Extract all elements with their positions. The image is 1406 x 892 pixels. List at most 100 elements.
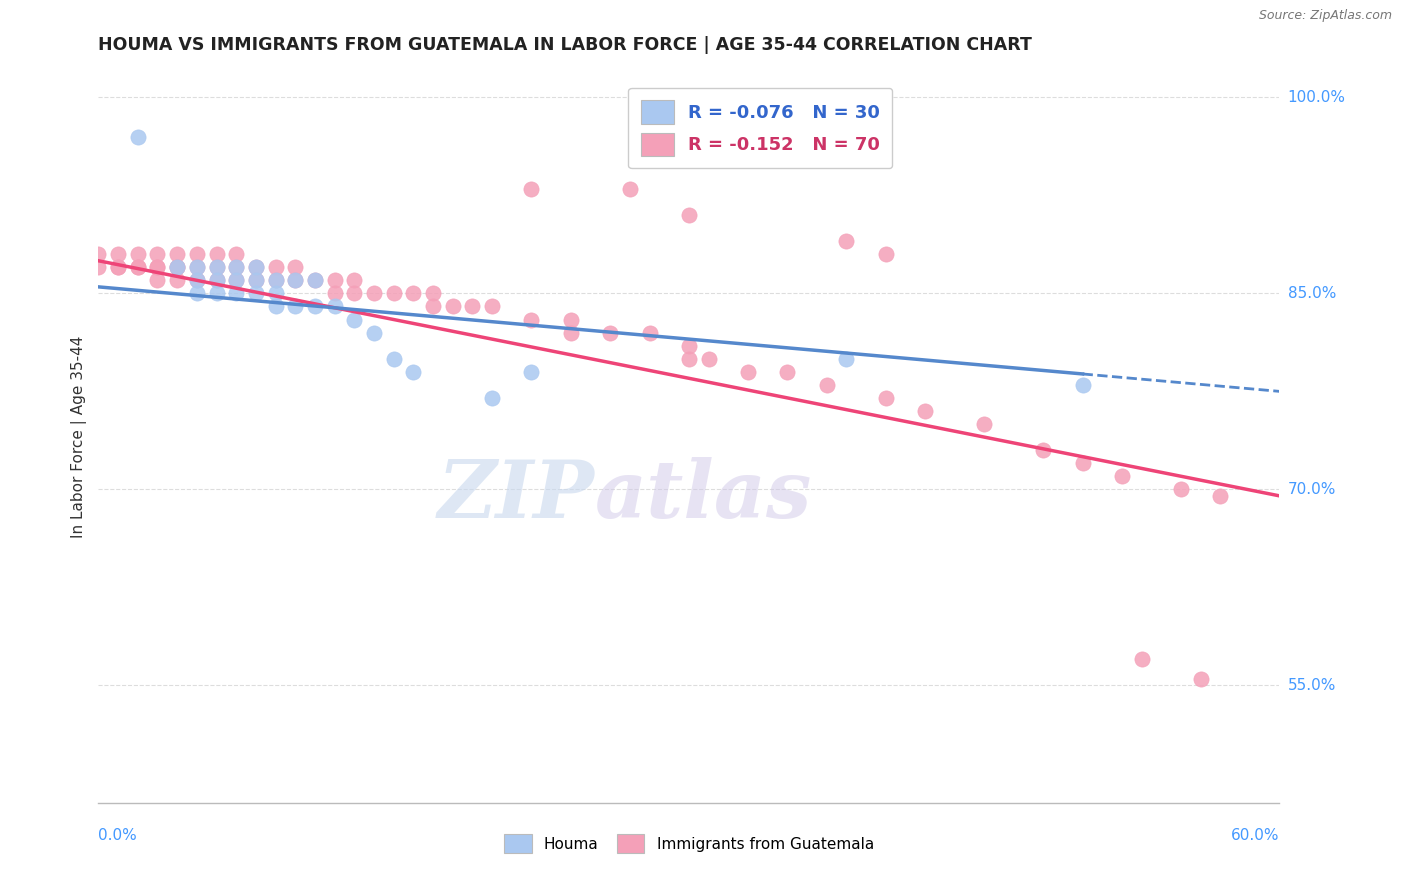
Legend: Houma, Immigrants from Guatemala: Houma, Immigrants from Guatemala <box>496 826 882 861</box>
Point <box>1170 483 1192 497</box>
Point <box>402 286 425 301</box>
Text: 60.0%: 60.0% <box>1232 828 1279 843</box>
Point <box>619 182 641 196</box>
Point <box>678 351 700 366</box>
Point <box>481 391 503 405</box>
Point <box>875 247 897 261</box>
Point <box>107 260 129 275</box>
Point <box>835 351 858 366</box>
Point <box>1071 456 1094 470</box>
Text: 0.0%: 0.0% <box>98 828 138 843</box>
Point <box>186 286 208 301</box>
Point <box>127 260 149 275</box>
Point <box>225 286 247 301</box>
Point <box>284 273 307 287</box>
Point <box>166 260 188 275</box>
Point <box>343 273 366 287</box>
Point <box>205 247 228 261</box>
Point <box>382 286 405 301</box>
Text: Source: ZipAtlas.com: Source: ZipAtlas.com <box>1258 9 1392 22</box>
Point <box>1189 672 1212 686</box>
Text: 100.0%: 100.0% <box>1288 90 1346 105</box>
Point <box>186 260 208 275</box>
Point <box>127 129 149 144</box>
Point <box>638 326 661 340</box>
Point <box>245 286 267 301</box>
Point <box>737 365 759 379</box>
Point <box>245 273 267 287</box>
Point <box>225 260 247 275</box>
Text: 55.0%: 55.0% <box>1288 678 1336 693</box>
Point <box>146 260 169 275</box>
Point <box>264 273 287 287</box>
Y-axis label: In Labor Force | Age 35-44: In Labor Force | Age 35-44 <box>72 336 87 538</box>
Point <box>107 260 129 275</box>
Point <box>264 260 287 275</box>
Point <box>166 260 188 275</box>
Text: 85.0%: 85.0% <box>1288 286 1336 301</box>
Point <box>284 260 307 275</box>
Point <box>107 247 129 261</box>
Text: 70.0%: 70.0% <box>1288 482 1336 497</box>
Point <box>520 182 543 196</box>
Point <box>560 326 582 340</box>
Point <box>304 300 326 314</box>
Point <box>146 273 169 287</box>
Point <box>441 300 464 314</box>
Point <box>363 286 385 301</box>
Point <box>186 273 208 287</box>
Point <box>166 260 188 275</box>
Point <box>1209 489 1232 503</box>
Point <box>520 365 543 379</box>
Point <box>264 286 287 301</box>
Point <box>186 273 208 287</box>
Point <box>914 404 936 418</box>
Point <box>146 260 169 275</box>
Point <box>304 273 326 287</box>
Point <box>461 300 484 314</box>
Point <box>127 260 149 275</box>
Point <box>225 273 247 287</box>
Point <box>520 312 543 326</box>
Point <box>1130 652 1153 666</box>
Point <box>835 234 858 248</box>
Text: ZIP: ZIP <box>437 457 595 534</box>
Point <box>678 208 700 222</box>
Text: HOUMA VS IMMIGRANTS FROM GUATEMALA IN LABOR FORCE | AGE 35-44 CORRELATION CHART: HOUMA VS IMMIGRANTS FROM GUATEMALA IN LA… <box>98 36 1032 54</box>
Point <box>146 247 169 261</box>
Point <box>815 377 838 392</box>
Text: atlas: atlas <box>595 457 811 534</box>
Point <box>776 365 799 379</box>
Point <box>973 417 995 431</box>
Point <box>382 351 405 366</box>
Point <box>87 260 110 275</box>
Point <box>284 300 307 314</box>
Point <box>422 300 444 314</box>
Point <box>560 312 582 326</box>
Point <box>1032 443 1054 458</box>
Point <box>205 286 228 301</box>
Point <box>87 247 110 261</box>
Point <box>127 247 149 261</box>
Point <box>225 247 247 261</box>
Point <box>166 247 188 261</box>
Point <box>304 273 326 287</box>
Point <box>264 300 287 314</box>
Point <box>225 273 247 287</box>
Point <box>343 312 366 326</box>
Point <box>186 247 208 261</box>
Point <box>875 391 897 405</box>
Point <box>422 286 444 301</box>
Point <box>697 351 720 366</box>
Point <box>205 260 228 275</box>
Point <box>245 260 267 275</box>
Point <box>402 365 425 379</box>
Point <box>205 260 228 275</box>
Point <box>323 286 346 301</box>
Point <box>245 260 267 275</box>
Point <box>678 339 700 353</box>
Point <box>599 326 621 340</box>
Point <box>166 273 188 287</box>
Point <box>323 300 346 314</box>
Point <box>205 273 228 287</box>
